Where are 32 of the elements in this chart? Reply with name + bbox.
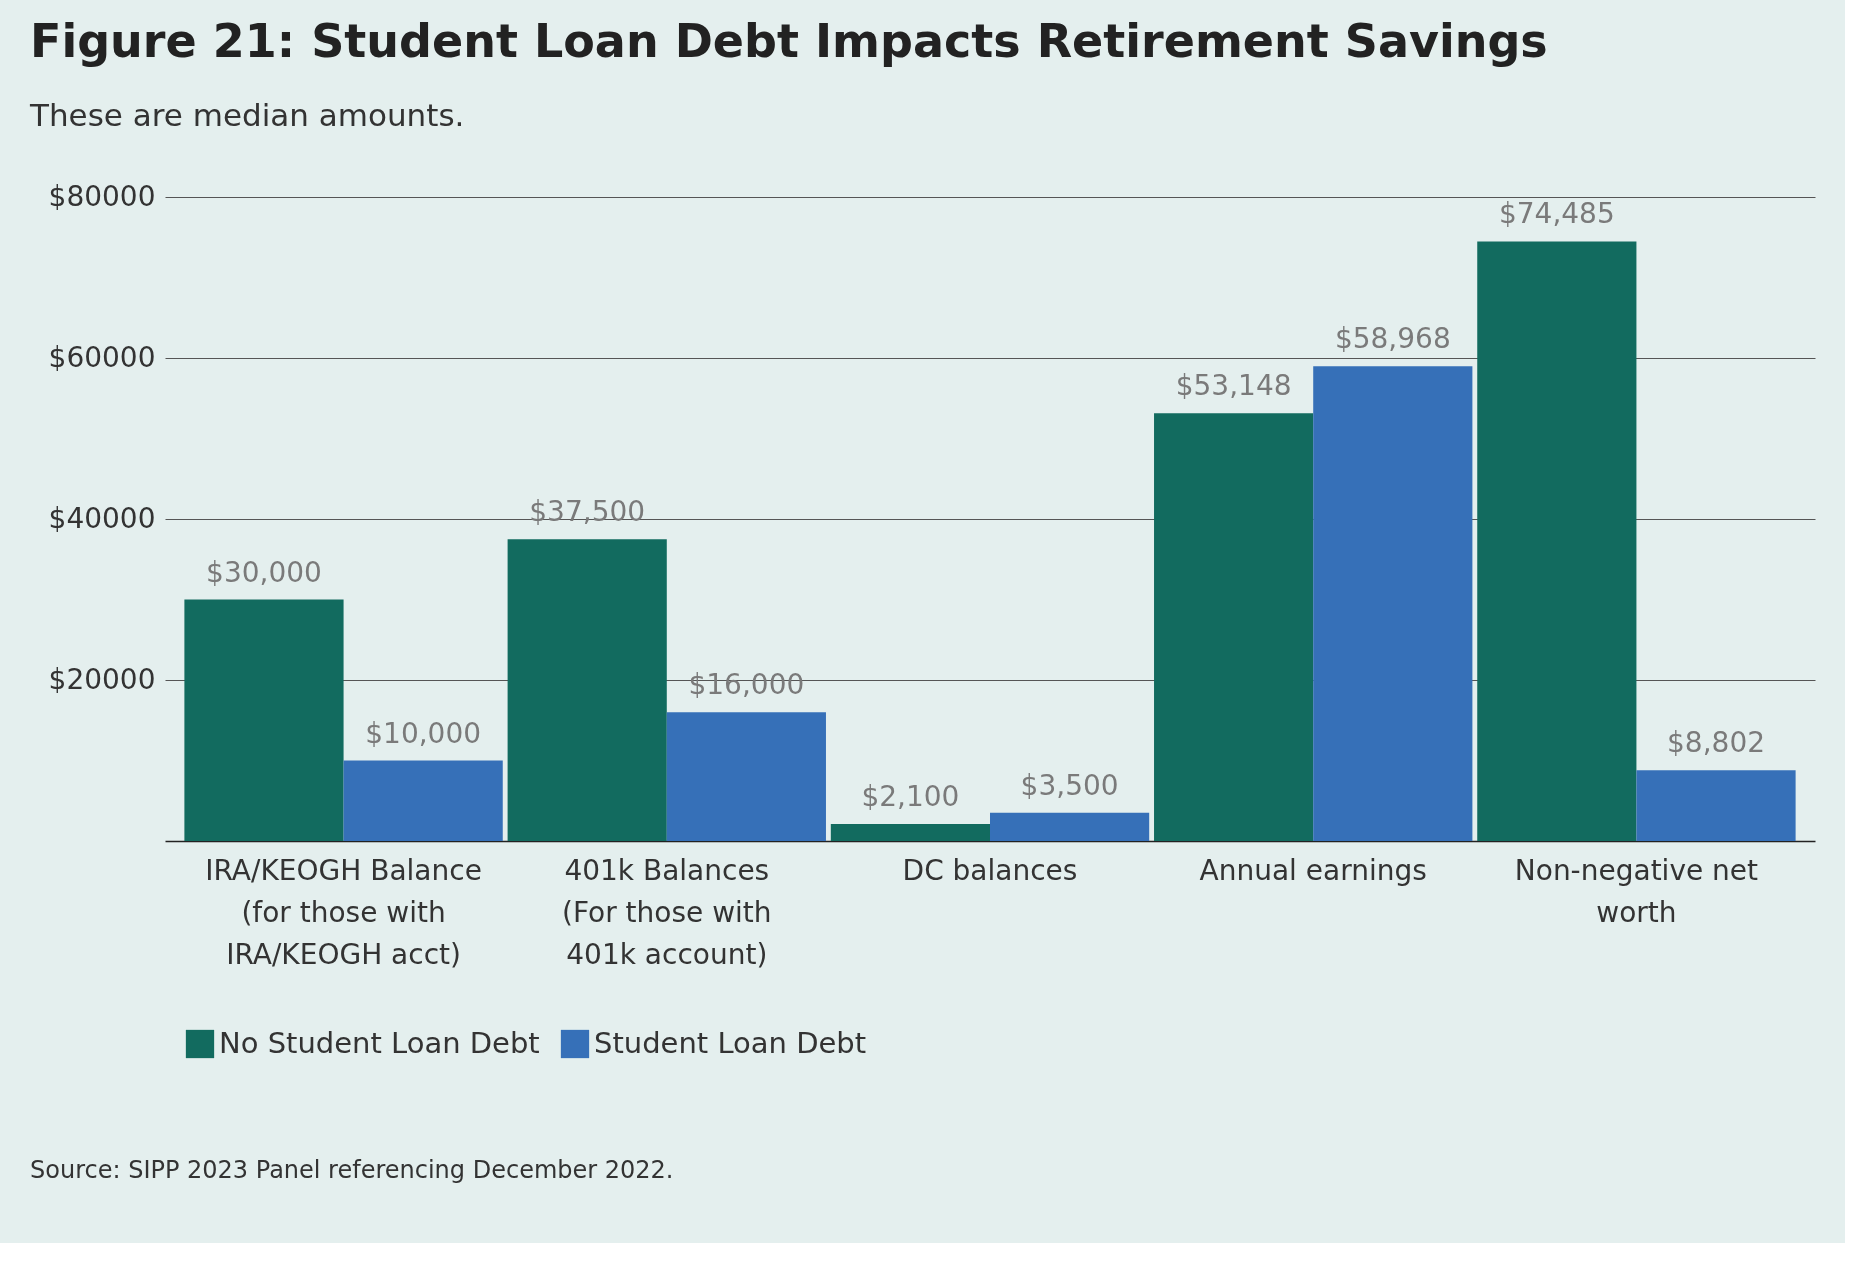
chart-subtitle: These are median amounts. bbox=[29, 97, 465, 133]
y-tick-label: $40000 bbox=[48, 501, 156, 535]
y-tick-label: $20000 bbox=[48, 662, 156, 696]
bar bbox=[830, 824, 990, 841]
data-label: $8,802 bbox=[1667, 726, 1766, 760]
data-label: $74,485 bbox=[1498, 197, 1615, 231]
source-note: Source: SIPP 2023 Panel referencing December 2022. bbox=[30, 1156, 674, 1184]
bar bbox=[343, 760, 503, 841]
x-tick-label: IRA/KEOGH Balance (for those with IRA/KEOGH acct) bbox=[205, 853, 482, 971]
data-label: $10,000 bbox=[365, 716, 482, 750]
bar bbox=[990, 812, 1150, 841]
y-tick-label: $60000 bbox=[48, 340, 156, 374]
x-tick-label: DC balances bbox=[902, 853, 1078, 887]
bar bbox=[507, 539, 667, 841]
bar bbox=[1313, 366, 1473, 841]
data-label: $30,000 bbox=[206, 555, 322, 589]
x-tick-label: Annual earnings bbox=[1199, 853, 1427, 887]
bar bbox=[184, 599, 344, 841]
bar bbox=[666, 712, 826, 841]
x-tick-label: 401k Balances (For those with 401k account) bbox=[562, 853, 772, 971]
data-label: $2,100 bbox=[861, 780, 960, 814]
data-label: $53,148 bbox=[1175, 369, 1292, 403]
legend-label: No Student Loan Debt bbox=[219, 1026, 540, 1060]
y-tick-label: $80000 bbox=[48, 179, 156, 213]
x-tick-label: Non-negative net worth bbox=[1514, 853, 1759, 929]
legend-label: Student Loan Debt bbox=[594, 1026, 867, 1060]
bar bbox=[1636, 770, 1796, 841]
bar bbox=[1154, 413, 1314, 841]
data-label: $58,968 bbox=[1334, 322, 1451, 356]
bar bbox=[1477, 241, 1637, 841]
chart-title: Figure 21: Student Loan Debt Impacts Retirement Savings bbox=[30, 14, 1548, 68]
data-label: $3,500 bbox=[1020, 768, 1119, 802]
